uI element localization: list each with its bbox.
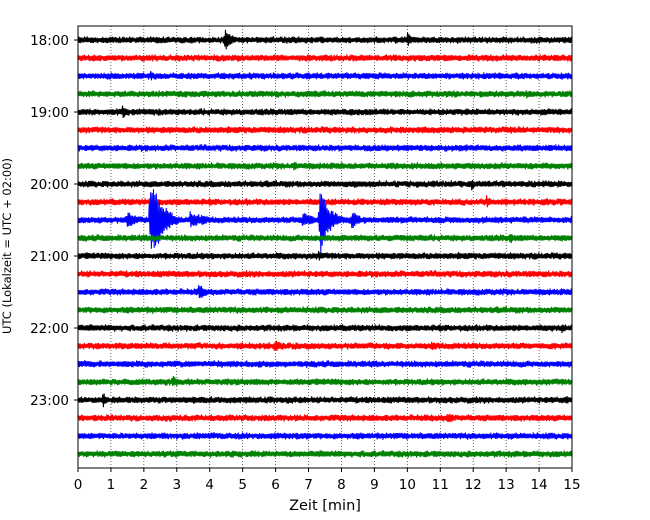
x-tick-label: 4 — [205, 477, 214, 493]
trace-2030 — [77, 189, 573, 253]
x-tick-label: 5 — [238, 477, 247, 493]
x-axis-label: Zeit [min] — [289, 498, 361, 514]
trace-2000 — [77, 179, 573, 191]
trace-2230 — [77, 360, 573, 368]
x-tick-label: 9 — [370, 477, 379, 493]
y-tick-label: 19:00 — [30, 105, 69, 121]
trace-2145 — [77, 306, 573, 314]
y-tick-label: 18:00 — [30, 33, 69, 49]
trace-2045 — [77, 233, 573, 243]
trace-2315 — [77, 413, 573, 423]
plot-frame — [77, 25, 573, 469]
y-tick-label: 21:00 — [30, 249, 69, 265]
trace-1800 — [77, 29, 573, 50]
x-tick-label: 12 — [465, 477, 482, 493]
x-tick-label: 0 — [74, 477, 83, 493]
trace-2200 — [77, 324, 573, 334]
trace-2345 — [77, 450, 573, 458]
trace-2130 — [77, 284, 573, 299]
x-tick-label: 15 — [563, 477, 580, 493]
trace-2330 — [77, 432, 573, 440]
x-axis: 0 1 2 3 4 5 6 7 8 9 10 11 12 13 14 15 — [74, 468, 581, 493]
x-tick-label: 2 — [140, 477, 149, 493]
y-tick-label: 22:00 — [30, 321, 69, 337]
trace-1900 — [77, 105, 573, 119]
trace-2300 — [77, 393, 573, 408]
trace-1815 — [77, 54, 573, 62]
trace-2015 — [77, 195, 573, 208]
trace-1930 — [77, 144, 573, 152]
x-tick-label: 8 — [337, 477, 346, 493]
x-tick-label: 3 — [173, 477, 182, 493]
x-tick-label: 11 — [432, 477, 449, 493]
trace-2215 — [77, 340, 573, 351]
trace-2245 — [77, 376, 573, 387]
x-tick-label: 1 — [107, 477, 116, 493]
x-tick-label: 13 — [498, 477, 515, 493]
x-tick-label: 10 — [399, 477, 416, 493]
trace-1830 — [77, 71, 573, 81]
y-tick-label: 20:00 — [30, 177, 69, 193]
trace-1945 — [77, 161, 573, 171]
trace-layer — [77, 29, 573, 458]
trace-1915 — [77, 126, 573, 134]
x-tick-label: 7 — [304, 477, 313, 493]
trace-2100 — [77, 251, 573, 261]
x-tick-label: 14 — [530, 477, 547, 493]
y-axis: 18:00 19:00 20:00 21:00 22:00 23:00 — [30, 33, 78, 409]
trace-1845 — [77, 90, 573, 99]
y-tick-label: 23:00 — [30, 393, 69, 409]
y-axis-label: UTC (Lokalzeit = UTC + 02:00) — [0, 158, 14, 334]
trace-2115 — [77, 270, 573, 278]
x-tick-label: 6 — [271, 477, 280, 493]
